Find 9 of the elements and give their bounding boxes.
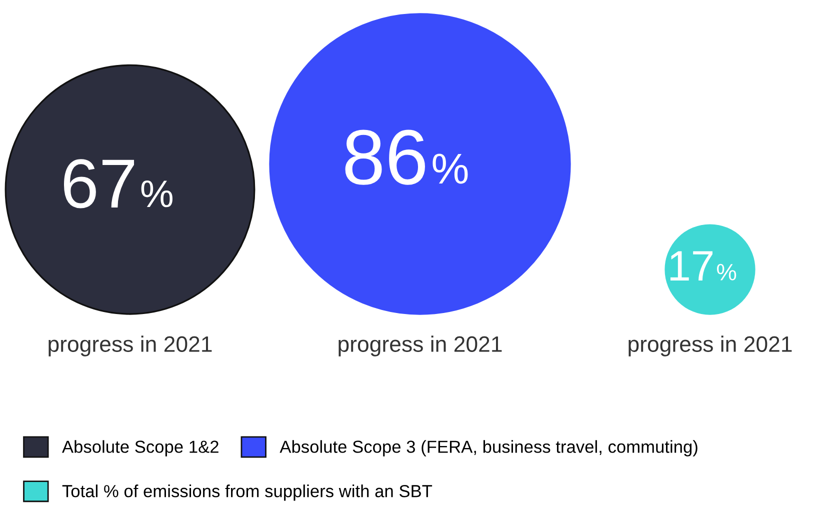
category-label: progress in 2021 — [628, 336, 792, 356]
data-label: 86% — [345, 130, 468, 185]
legend-label: Absolute Scope 3 (FERA, business travel, commuting) — [280, 440, 698, 456]
legend-label: Total % of emissions from suppliers with an SBT — [62, 484, 432, 501]
category-label: progress in 2021 — [48, 336, 212, 356]
category-label: progress in 2021 — [338, 336, 502, 356]
legend-label: Absolute Scope 1&2 — [62, 440, 218, 456]
data-label: 67% — [64, 159, 172, 208]
data-label: 17% — [670, 251, 736, 281]
